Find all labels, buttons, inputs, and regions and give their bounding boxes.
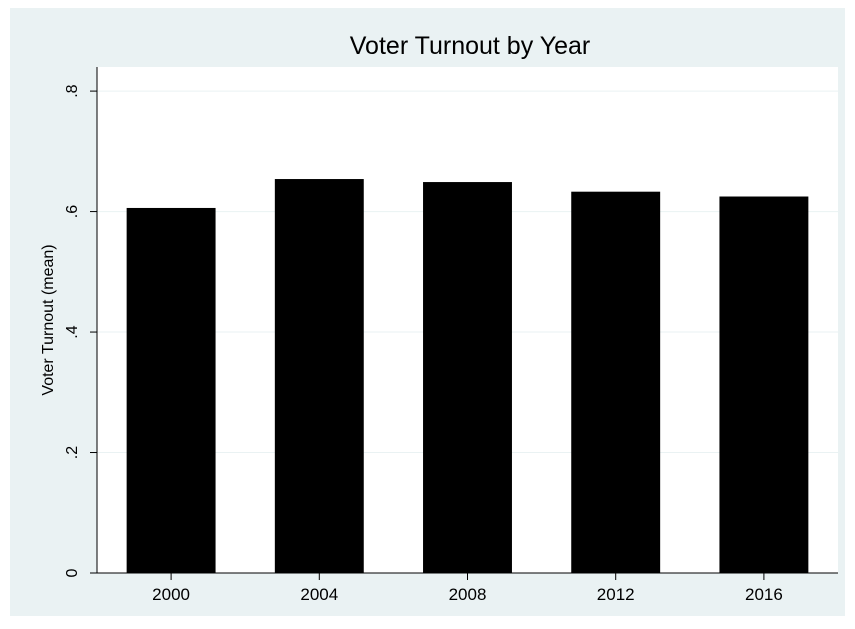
y-tick-label: 0: [64, 568, 81, 577]
x-axis-ticks: 2000 2004 2008 2012 2016: [152, 573, 783, 604]
x-tick-label: 2000: [152, 585, 190, 604]
bars: [126, 179, 809, 574]
x-tick-label: 2008: [449, 585, 487, 604]
x-tick-label: 2016: [745, 585, 783, 604]
y-tick-label: .2: [64, 446, 81, 459]
y-tick-label: .8: [64, 84, 81, 97]
y-axis-label: Voter Turnout (mean): [40, 244, 57, 395]
bar-2012: [571, 191, 661, 573]
y-tick-label: .6: [64, 205, 81, 218]
bar-2008: [423, 182, 512, 574]
bar-2016: [719, 196, 809, 573]
x-tick-label: 2004: [300, 585, 338, 604]
bar-2004: [274, 179, 364, 574]
y-axis-ticks: 0 .2 .4 .6 .8: [64, 84, 97, 577]
bar-2000: [126, 207, 216, 573]
x-tick-label: 2012: [597, 585, 635, 604]
y-tick-label: .4: [64, 325, 81, 338]
chart-title: Voter Turnout by Year: [350, 32, 590, 60]
